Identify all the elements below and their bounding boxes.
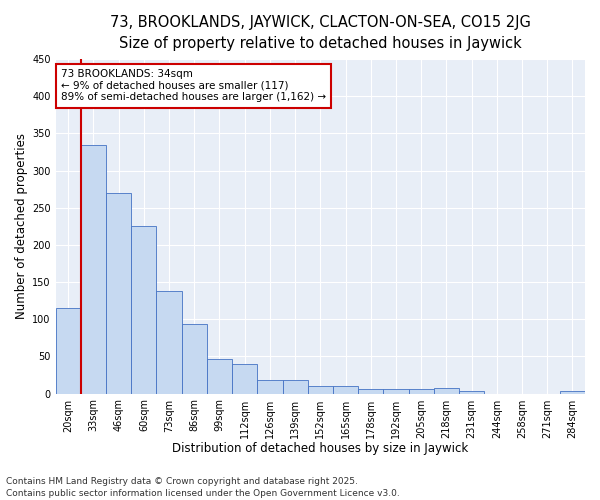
- Bar: [232, 364, 257, 394]
- Bar: [131, 226, 157, 394]
- Bar: [106, 193, 131, 394]
- Bar: [157, 291, 182, 394]
- Bar: [207, 360, 232, 394]
- Bar: [333, 386, 358, 394]
- Bar: [81, 144, 106, 394]
- Bar: [560, 390, 585, 394]
- Text: 73 BROOKLANDS: 34sqm
← 9% of detached houses are smaller (117)
89% of semi-detac: 73 BROOKLANDS: 34sqm ← 9% of detached ho…: [61, 69, 326, 102]
- Bar: [383, 389, 409, 394]
- Bar: [257, 380, 283, 394]
- Y-axis label: Number of detached properties: Number of detached properties: [15, 134, 28, 320]
- Bar: [358, 389, 383, 394]
- Bar: [459, 392, 484, 394]
- Bar: [434, 388, 459, 394]
- Bar: [182, 324, 207, 394]
- Bar: [283, 380, 308, 394]
- Bar: [308, 386, 333, 394]
- X-axis label: Distribution of detached houses by size in Jaywick: Distribution of detached houses by size …: [172, 442, 469, 455]
- Bar: [56, 308, 81, 394]
- Text: Contains HM Land Registry data © Crown copyright and database right 2025.
Contai: Contains HM Land Registry data © Crown c…: [6, 476, 400, 498]
- Title: 73, BROOKLANDS, JAYWICK, CLACTON-ON-SEA, CO15 2JG
Size of property relative to d: 73, BROOKLANDS, JAYWICK, CLACTON-ON-SEA,…: [110, 15, 531, 51]
- Bar: [409, 389, 434, 394]
